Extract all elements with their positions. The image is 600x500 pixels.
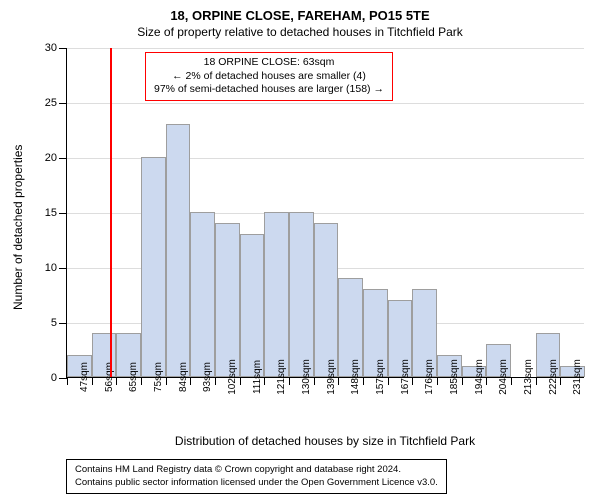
x-tick [141, 377, 142, 385]
x-tick [67, 377, 68, 385]
histogram-bar [190, 212, 215, 377]
x-tick-label: 204sqm [489, 359, 509, 395]
y-tick-label: 10 [45, 262, 67, 274]
x-tick-label: 130sqm [292, 359, 312, 395]
x-tick-label: 185sqm [440, 359, 460, 395]
x-tick [215, 377, 216, 385]
x-tick [486, 377, 487, 385]
annotation-line-1: 18 ORPINE CLOSE: 63sqm [154, 56, 384, 70]
x-tick [92, 377, 93, 385]
histogram-bar [314, 223, 339, 377]
x-tick-label: 102sqm [218, 359, 238, 395]
x-tick [412, 377, 413, 385]
x-tick-label: 65sqm [119, 362, 139, 392]
x-tick-label: 148sqm [341, 359, 361, 395]
x-tick [536, 377, 537, 385]
x-tick [462, 377, 463, 385]
histogram-bar [264, 212, 289, 377]
x-tick [264, 377, 265, 385]
y-tick-label: 30 [45, 42, 67, 54]
x-tick [511, 377, 512, 385]
x-tick [388, 377, 389, 385]
y-tick-label: 20 [45, 152, 67, 164]
histogram-bar [141, 157, 166, 377]
x-tick [560, 377, 561, 385]
y-tick-label: 5 [51, 317, 67, 329]
x-tick [338, 377, 339, 385]
histogram-bar [289, 212, 314, 377]
footer-line-2: Contains public sector information licen… [75, 477, 438, 489]
chart-title-sub: Size of property relative to detached ho… [0, 23, 600, 39]
x-tick-label: 121sqm [267, 359, 287, 395]
x-tick [240, 377, 241, 385]
x-tick-label: 111sqm [243, 360, 263, 394]
x-tick-label: 139sqm [317, 359, 337, 395]
x-tick-label: 194sqm [465, 359, 485, 395]
x-tick [116, 377, 117, 385]
histogram-bar [215, 223, 240, 377]
histogram-bar [166, 124, 191, 377]
y-tick-label: 0 [51, 372, 67, 384]
x-tick-label: 167sqm [391, 359, 411, 395]
x-tick [363, 377, 364, 385]
annotation-line-2: ← 2% of detached houses are smaller (4) [154, 70, 384, 84]
histogram-bar [240, 234, 265, 377]
x-tick-label: 84sqm [169, 362, 189, 392]
gridline [67, 103, 584, 104]
x-tick-label: 75sqm [144, 362, 164, 392]
x-tick [437, 377, 438, 385]
chart-title-main: 18, ORPINE CLOSE, FAREHAM, PO15 5TE [0, 0, 600, 23]
chart-container: 18, ORPINE CLOSE, FAREHAM, PO15 5TE Size… [0, 0, 600, 500]
x-tick-label: 176sqm [415, 359, 435, 395]
x-tick-label: 157sqm [366, 359, 386, 395]
annotation-line-3: 97% of semi-detached houses are larger (… [154, 83, 384, 97]
x-tick-label: 213sqm [514, 359, 534, 395]
y-tick-label: 25 [45, 97, 67, 109]
footer-line-1: Contains HM Land Registry data © Crown c… [75, 464, 438, 476]
x-tick-label: 93sqm [193, 362, 213, 392]
x-tick-label: 231sqm [563, 359, 583, 395]
x-tick [166, 377, 167, 385]
gridline [67, 48, 584, 49]
y-tick-label: 15 [45, 207, 67, 219]
x-tick [190, 377, 191, 385]
marker-line [110, 48, 112, 377]
annotation-box: 18 ORPINE CLOSE: 63sqm ← 2% of detached … [145, 52, 393, 101]
x-tick-label: 47sqm [70, 362, 90, 392]
x-tick [289, 377, 290, 385]
footer-attribution: Contains HM Land Registry data © Crown c… [66, 459, 447, 494]
x-tick-label: 222sqm [539, 359, 559, 395]
x-tick [314, 377, 315, 385]
x-axis-label: Distribution of detached houses by size … [66, 434, 584, 448]
